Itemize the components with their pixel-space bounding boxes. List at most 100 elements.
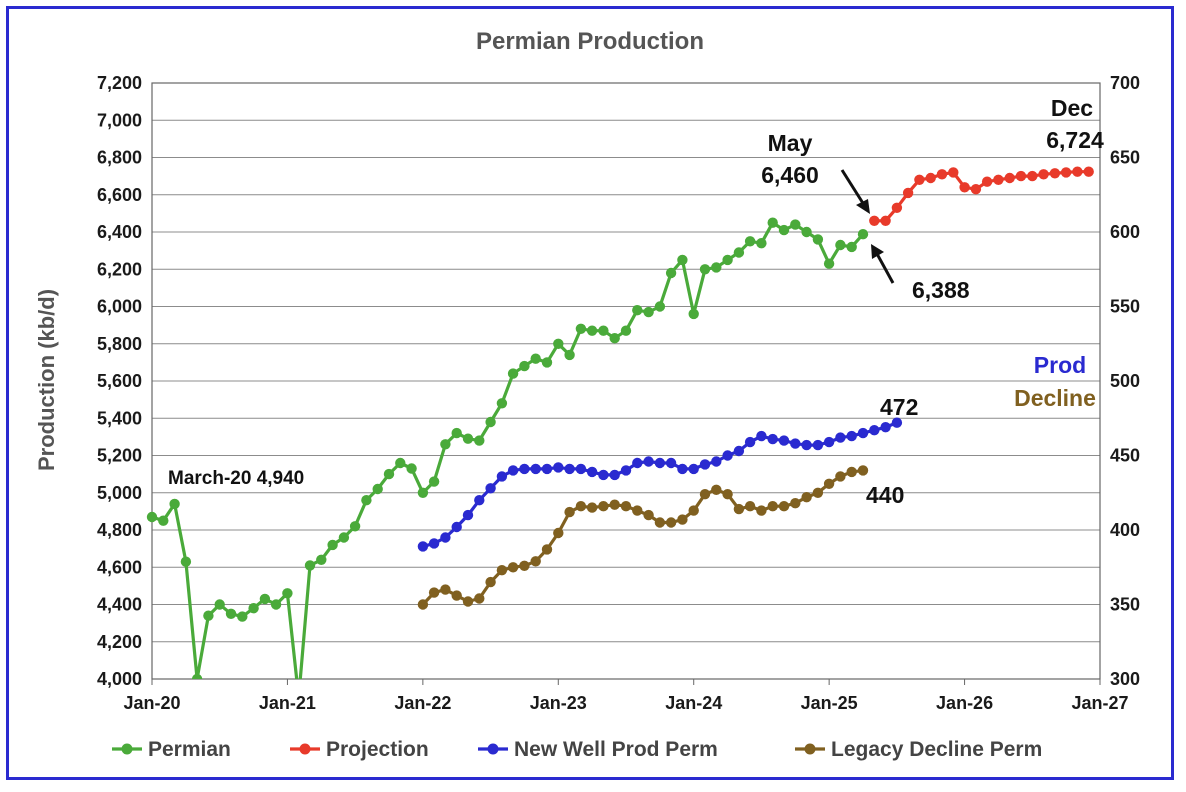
legend-swatch-marker [487,743,499,755]
data-point [530,463,541,475]
data-point [801,226,812,238]
data-point [699,264,711,275]
data-point [474,495,485,506]
data-point [564,506,575,518]
data-point [620,501,632,512]
data-point [902,187,914,199]
data-point [778,224,790,236]
y-tick-right: 350 [1110,595,1140,615]
annotation-may-value: 6,460 [761,162,819,188]
legend-item: Permian [112,738,231,761]
legend-label: Projection [326,738,429,761]
data-point [485,416,496,428]
y-tick-left: 5,400 [97,408,142,428]
data-point [823,436,835,448]
data-point [643,509,654,521]
series-legacy-decline-perm [417,465,869,610]
data-point [733,503,745,515]
data-point [395,457,406,469]
data-point [722,489,733,500]
data-point [158,515,169,526]
x-tick: Jan-27 [1071,693,1128,713]
data-point [530,556,541,567]
last-arrow-head [871,244,884,259]
annotation-prod-label: Prod [1034,352,1086,378]
data-point [316,554,327,565]
data-point [553,527,564,539]
legend-label: Permian [148,738,231,761]
y-tick-left: 6,200 [97,259,142,279]
data-point [756,505,767,516]
data-point [259,593,271,605]
data-point [857,427,869,439]
data-point [1004,172,1015,184]
y-tick-right: 550 [1110,297,1140,317]
series-permian [146,217,869,679]
data-point [609,469,620,481]
x-tick: Jan-21 [259,693,316,713]
data-point [462,509,474,521]
y-tick-left: 5,600 [97,371,142,391]
data-point [936,169,948,180]
data-point [507,562,519,573]
data-point [778,501,790,512]
annotation-may-label: May [768,130,813,156]
annotation-new-well-last: 472 [880,394,918,420]
data-point [451,521,462,533]
data-point [688,308,699,320]
data-point [451,590,462,601]
data-point [711,484,722,495]
data-point [203,610,214,621]
data-point [1015,170,1027,182]
data-point [880,215,891,226]
series-projection [869,166,1094,226]
y-tick-left: 5,000 [97,483,142,503]
data-point [823,258,835,269]
data-point [981,176,993,187]
data-point [214,599,225,610]
data-point [496,565,508,576]
series-new-well-prod-perm [417,417,903,552]
data-point [677,514,688,525]
data-point [823,478,835,489]
data-point [970,184,982,195]
data-point [575,501,587,512]
data-point [790,498,801,509]
data-point [744,501,756,512]
data-point [428,538,440,549]
data-point [880,422,891,433]
y-tick-left: 7,200 [97,73,142,93]
data-point [744,236,756,247]
x-tick: Jan-24 [665,693,722,713]
data-point [417,541,429,552]
data-point [744,436,756,448]
plot-area [151,82,1101,680]
annotation-dec-value: 6,724 [1046,127,1104,153]
data-point [733,445,745,457]
data-point [440,532,451,543]
data-point [507,368,519,379]
data-point [327,539,338,551]
data-point [507,465,519,476]
data-point [451,427,462,439]
y-tick-left: 5,200 [97,446,142,466]
data-point [541,463,553,475]
data-point [722,254,733,266]
data-point [406,463,417,474]
data-point [959,182,970,193]
data-point [541,357,553,368]
y-tick-left: 6,800 [97,148,142,168]
data-point [654,301,666,312]
data-point [586,466,598,478]
legend-swatch-marker [299,743,311,755]
data-point [869,215,880,226]
x-ticks: Jan-20 Jan-21 Jan-22 Jan-23 Jan-24 Jan-25 Jan-… [123,679,1129,713]
may-arrow-shaft [840,169,868,209]
data-point [575,323,587,334]
data-point [1038,169,1049,180]
data-point [237,611,248,622]
annotation-march: March-20 4,940 [168,468,304,489]
data-point [462,433,474,444]
y-tick-left: 6,400 [97,222,142,242]
